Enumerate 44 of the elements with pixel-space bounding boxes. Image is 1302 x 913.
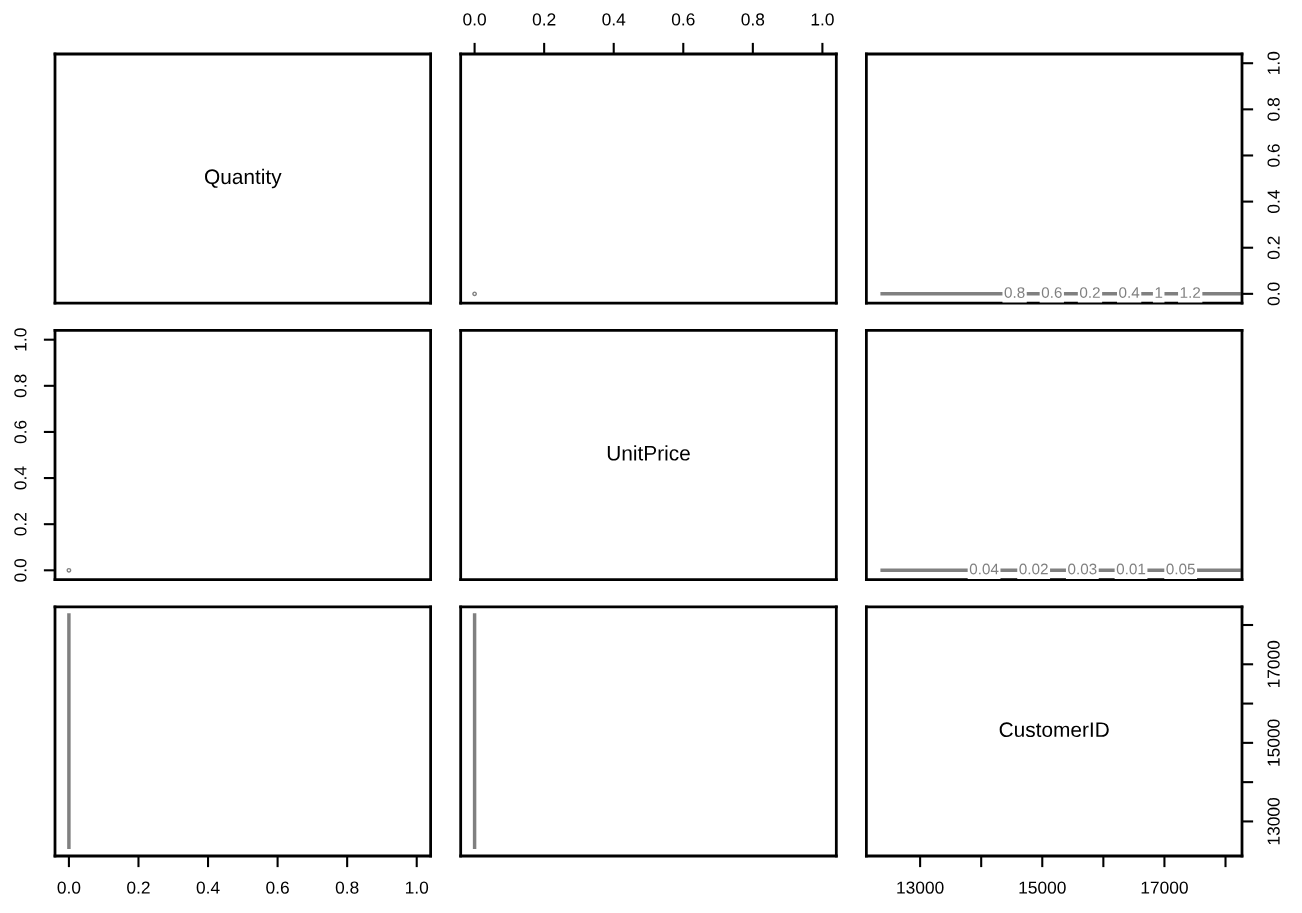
x-tick-label: 1.0 bbox=[811, 13, 834, 26]
x-tick-label: 0.6 bbox=[266, 881, 289, 894]
annotation: 1 bbox=[1155, 287, 1163, 298]
annotation: 0.05 bbox=[1166, 563, 1195, 575]
y-tick-label: 0.4 bbox=[1267, 190, 1280, 213]
y-tick-label: 0.8 bbox=[14, 374, 27, 398]
x-tick-label: 0.2 bbox=[532, 13, 556, 26]
x-tick-label: 1.0 bbox=[405, 881, 429, 894]
x-tick-label: 0.0 bbox=[57, 881, 81, 894]
annotation: 0.2 bbox=[1079, 287, 1100, 298]
x-tick-label: 15000 bbox=[1019, 881, 1066, 894]
y-tick-label: 17000 bbox=[1267, 640, 1280, 688]
x-tick-label: 0.4 bbox=[602, 13, 626, 26]
y-tick-label: 0.2 bbox=[1267, 236, 1280, 260]
y-tick-label: 0.4 bbox=[14, 466, 27, 490]
annotation: 0.02 bbox=[1019, 563, 1048, 575]
text: UnitPrice bbox=[607, 445, 690, 461]
annotation: 0.03 bbox=[1068, 563, 1097, 575]
y-tick-label: 1.0 bbox=[14, 328, 27, 351]
text: CustomerID bbox=[999, 722, 1109, 738]
x-tick-label: 13000 bbox=[897, 881, 944, 894]
annotation: 0.04 bbox=[969, 563, 999, 575]
y-tick-label: 1.0 bbox=[1267, 51, 1280, 74]
annotation: 0.6 bbox=[1041, 287, 1062, 298]
annotation: 0.8 bbox=[1004, 287, 1025, 298]
y-tick-label: 0.0 bbox=[14, 558, 27, 582]
x-tick-label: 0.4 bbox=[196, 881, 220, 894]
x-tick-label: 0.0 bbox=[463, 13, 486, 26]
x-tick-label: 0.6 bbox=[671, 13, 695, 26]
x-tick-label: 0.2 bbox=[127, 881, 150, 894]
y-tick-label: 0.6 bbox=[1267, 144, 1280, 167]
y-tick-label: 0.2 bbox=[14, 512, 27, 536]
y-tick-label: 0.0 bbox=[1267, 282, 1280, 306]
annotation: 0.4 bbox=[1119, 287, 1140, 298]
annotation: 0.01 bbox=[1116, 563, 1146, 575]
y-tick-label: 0.8 bbox=[1267, 98, 1280, 121]
x-tick-label: 17000 bbox=[1141, 881, 1188, 894]
y-tick-label: 15000 bbox=[1267, 719, 1280, 766]
annotation: 1.2 bbox=[1180, 287, 1201, 298]
y-tick-label: 13000 bbox=[1267, 797, 1280, 845]
y-tick-label: 0.6 bbox=[14, 420, 27, 444]
x-tick-label: 0.8 bbox=[335, 881, 359, 894]
x-tick-label: 0.8 bbox=[741, 13, 765, 26]
text: Quantity bbox=[205, 168, 282, 189]
